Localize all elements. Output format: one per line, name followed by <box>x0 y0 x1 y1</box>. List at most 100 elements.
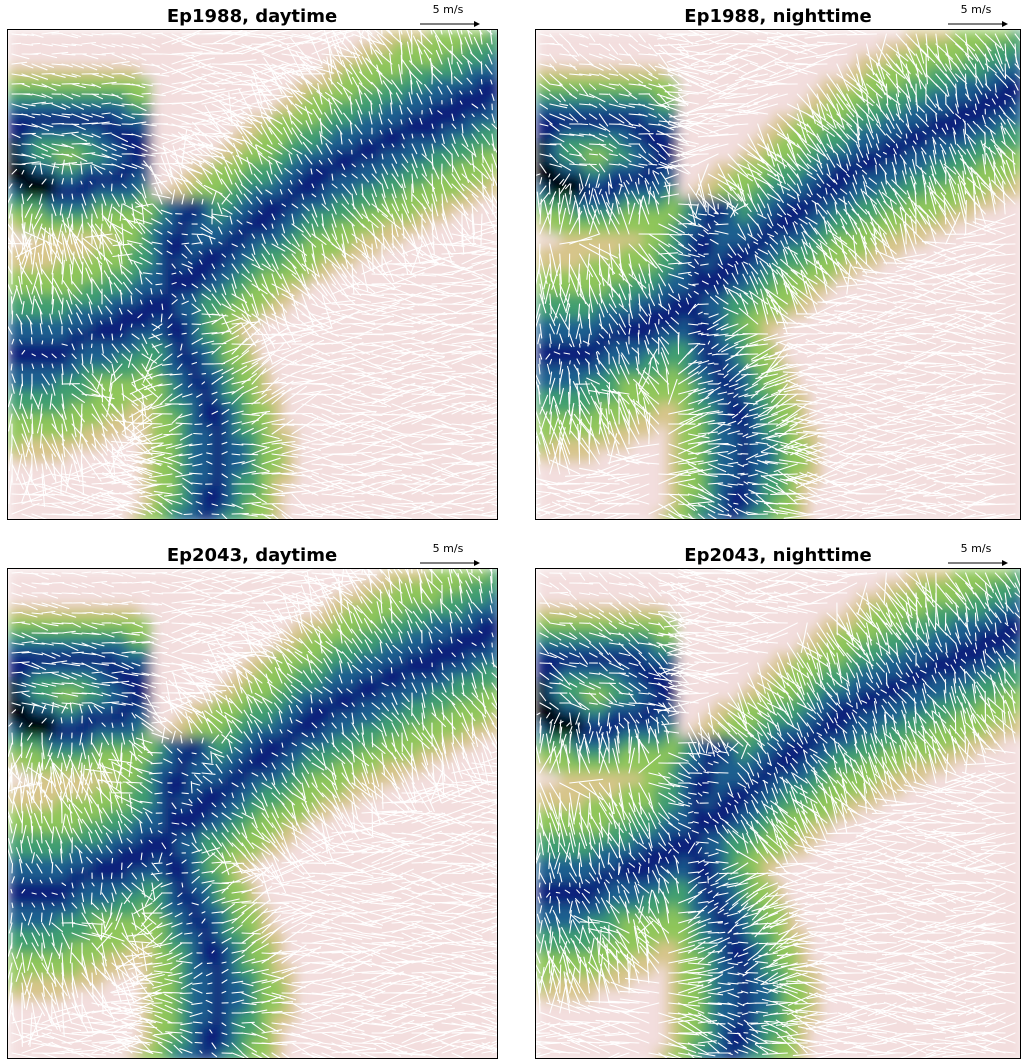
wind-vector <box>19 183 23 189</box>
wind-vector <box>21 301 25 315</box>
wind-vector <box>139 256 153 265</box>
wind-vector <box>281 253 297 269</box>
wind-vector <box>766 297 779 325</box>
wind-vector <box>11 338 15 345</box>
wind-vector <box>51 162 56 175</box>
wind-vector <box>796 173 803 186</box>
wind-vector <box>290 37 313 65</box>
wind-vector <box>836 113 853 127</box>
wind-vector <box>913 259 947 265</box>
wind-vector <box>371 451 403 465</box>
wind-vector <box>47 235 53 265</box>
wind-vector <box>181 497 193 505</box>
wind-vector <box>868 177 878 185</box>
wind-vector <box>431 123 434 129</box>
wind-vector <box>431 373 467 379</box>
wind-vector <box>21 83 31 88</box>
wind-vector <box>31 363 35 370</box>
wind-vector <box>81 63 98 71</box>
wind-vector <box>836 143 846 154</box>
wind-vector <box>131 393 153 403</box>
wind-vector <box>973 352 1006 365</box>
wind-vector <box>598 53 615 61</box>
wind-vector <box>915 93 919 112</box>
wind-vector <box>311 481 342 495</box>
wind-vector <box>805 216 818 225</box>
wind-vector <box>598 407 603 435</box>
wind-vector <box>727 461 739 465</box>
wind-vector <box>100 320 103 325</box>
wind-vector <box>321 503 354 514</box>
wind-vector <box>806 113 829 130</box>
wind-vector <box>31 123 50 132</box>
wind-vector <box>51 474 84 485</box>
wind-vector <box>131 121 147 125</box>
wind-vector <box>471 383 497 395</box>
wind-vector <box>481 256 497 265</box>
wind-vector <box>71 572 88 578</box>
wind-vector <box>883 413 917 419</box>
wind-vector <box>489 30 493 45</box>
wind-vector <box>559 253 562 285</box>
wind-vector <box>371 390 402 405</box>
wind-vector <box>431 374 463 385</box>
wind-vector <box>26 314 33 325</box>
wind-vector <box>559 113 574 121</box>
wind-vector <box>814 318 848 325</box>
wind-vector <box>471 173 487 189</box>
wind-vector <box>381 203 395 220</box>
wind-vector <box>767 203 772 217</box>
wind-vector <box>569 63 578 71</box>
wind-vector <box>467 30 473 45</box>
wind-vector <box>700 263 709 266</box>
wind-vector <box>481 411 497 415</box>
wind-vector <box>895 63 912 85</box>
wind-vector <box>694 271 699 275</box>
wind-vector <box>221 283 227 296</box>
wind-vector <box>318 159 323 165</box>
wind-vector <box>351 569 364 574</box>
wind-vector <box>481 443 497 447</box>
wind-vector <box>892 188 907 205</box>
wind-vector <box>198 250 203 255</box>
wind-vector <box>8 283 13 295</box>
wind-vector <box>126 436 153 445</box>
wind-vector <box>945 463 977 475</box>
wind-vector <box>844 396 878 405</box>
wind-vector <box>153 247 163 255</box>
wind-vector <box>924 483 957 497</box>
wind-vector <box>72 294 83 305</box>
wind-vector <box>893 390 927 395</box>
wind-vector <box>196 393 203 398</box>
wind-vector <box>323 59 343 75</box>
wind-vector <box>687 330 701 335</box>
wind-vector <box>846 153 851 167</box>
wind-vector <box>21 490 53 505</box>
wind-vector <box>61 413 68 432</box>
wind-vector <box>441 473 474 482</box>
wind-vector <box>211 314 227 325</box>
wind-vector <box>895 443 927 458</box>
wind-vector <box>81 363 90 373</box>
wind-vector <box>351 490 385 495</box>
wind-vector <box>745 30 779 35</box>
wind-vector <box>984 33 1002 49</box>
wind-vector <box>11 502 40 515</box>
wind-vector <box>381 434 413 445</box>
wind-vector <box>61 193 64 199</box>
wind-vector <box>824 357 858 365</box>
wind-vector <box>41 63 54 68</box>
wind-vector <box>853 483 887 492</box>
wind-vector <box>211 263 216 270</box>
wind-vector <box>178 270 183 275</box>
wind-vector <box>893 148 897 155</box>
wind-vector <box>441 183 448 203</box>
wind-vector <box>491 203 497 210</box>
wind-vector <box>687 243 697 252</box>
wind-vector <box>177 413 193 419</box>
wind-vector <box>231 428 241 435</box>
wind-vector <box>563 352 571 355</box>
wind-vector <box>805 333 838 343</box>
wind-vector <box>731 272 739 285</box>
wind-vector <box>559 333 564 344</box>
